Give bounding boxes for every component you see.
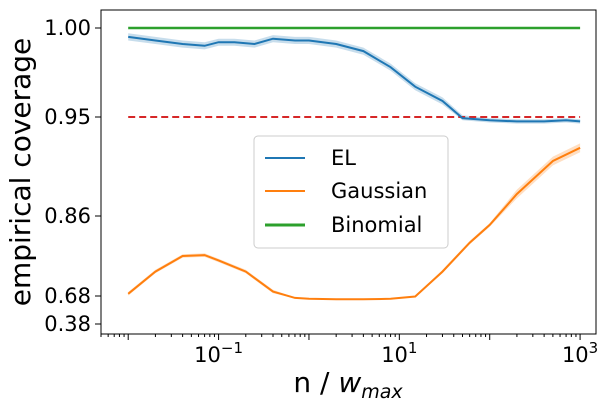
band-el <box>128 33 581 124</box>
legend-box <box>253 135 449 249</box>
y-tick-label: 0.86 <box>44 204 91 228</box>
y-axis-ticks: 0.38 0.68 0.86 0.95 1.00 <box>44 16 101 336</box>
y-tick-label: 1.00 <box>44 16 91 40</box>
x-axis-label: n / wmax <box>293 366 403 400</box>
y-tick-label: 0.95 <box>44 105 91 129</box>
series-line-gaussian <box>127 146 581 301</box>
legend-label-binomial: Binomial <box>331 213 422 237</box>
series-line-el <box>128 35 581 123</box>
plot-frame <box>100 9 597 335</box>
legend: EL Gaussian Binomial <box>253 135 449 249</box>
legend-label-el: EL <box>331 146 356 170</box>
y-tick-label: 0.68 <box>44 284 91 308</box>
series-lines <box>127 26 581 301</box>
x-tick-label: 103 <box>562 339 598 367</box>
x-tick-label: 10−1 <box>194 339 243 367</box>
legend-label-gaussian: Gaussian <box>331 179 427 203</box>
x-tick-label: 101 <box>381 339 417 367</box>
y-axis-label: empirical coverage <box>4 38 37 307</box>
y-tick-label: 0.38 <box>44 312 91 336</box>
x-axis-ticks: 10−1 101 103 <box>100 334 598 367</box>
